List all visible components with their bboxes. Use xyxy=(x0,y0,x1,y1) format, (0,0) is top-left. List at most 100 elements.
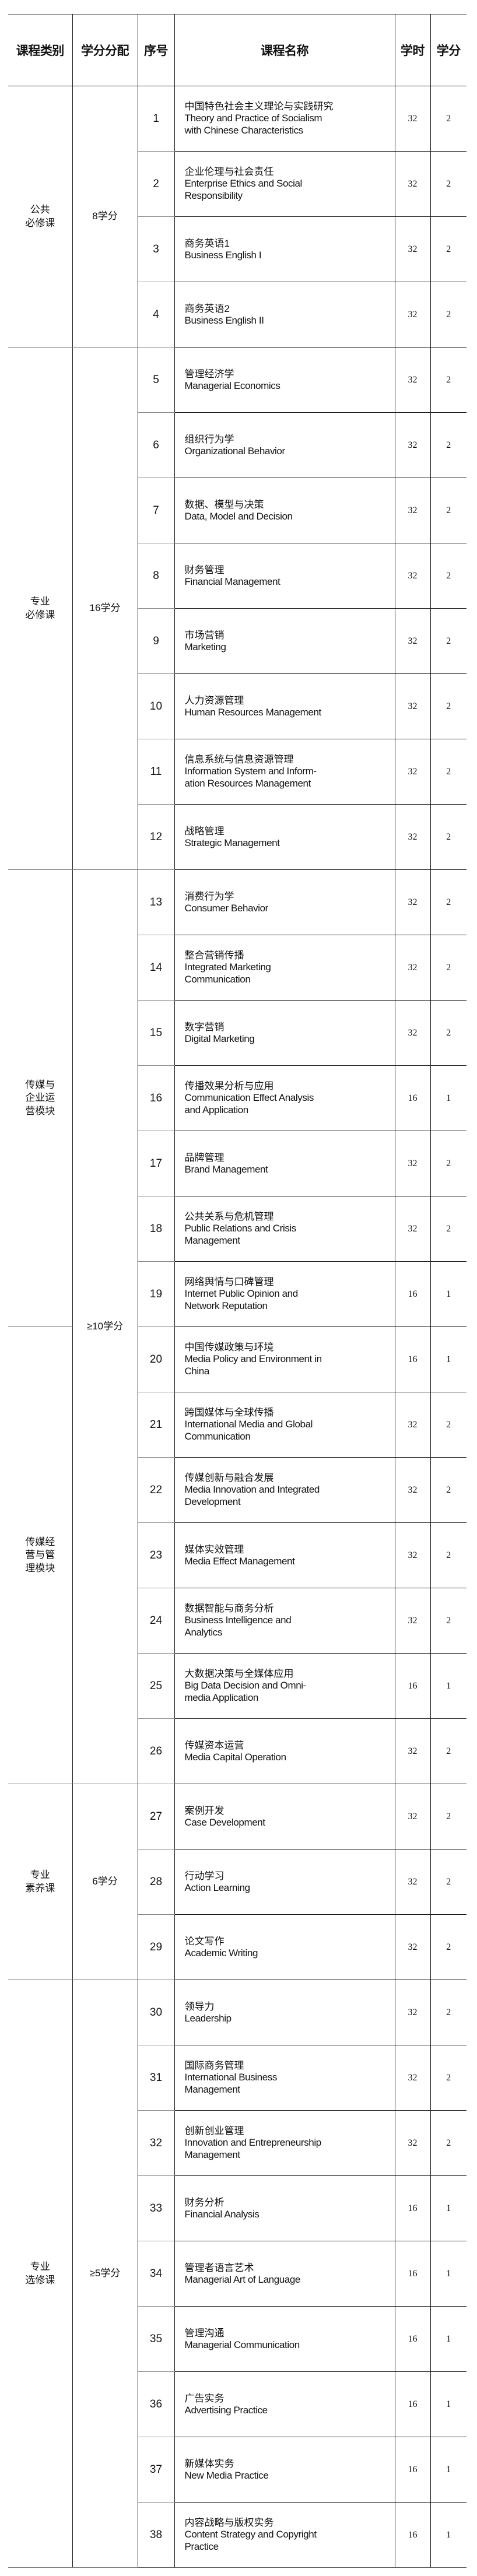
course-name: 数据、模型与决策 Data, Model and Decision xyxy=(174,478,395,543)
table-body: 公共 必修课 8学分 1 中国特色社会主义理论与实践研究 Theory and Prac… xyxy=(8,86,467,2568)
table-row: 38 内容战略与版权实务 Content Strategy and Copyrigh… xyxy=(8,2502,467,2568)
course-category: 专业 选修课 xyxy=(8,1980,73,2568)
course-name: 创新创业管理 Innovation and Entrepreneurship Ma… xyxy=(174,2110,395,2176)
table-row: 25 大数据决策与全媒体应用 Big Data Decision and Omni-… xyxy=(8,1653,467,1719)
course-name-zh: 管理经济学 xyxy=(184,368,234,380)
course-hours: 32 xyxy=(394,1980,431,2045)
table-row: 36 广告实务 Advertising Practice 16 1 xyxy=(8,2371,467,2437)
course-name-zh: 新媒体实务 xyxy=(184,2458,234,2469)
course-number: 11 xyxy=(137,739,175,805)
course-hours: 16 xyxy=(394,2437,431,2503)
course-name-zh: 组织行为学 xyxy=(184,433,234,445)
course-name-en: Financial Management xyxy=(184,575,280,587)
course-number: 26 xyxy=(137,1718,175,1784)
course-name-en: Public Relations and Crisis Management xyxy=(184,1223,297,1247)
course-credits: 1 xyxy=(430,1261,467,1327)
course-number: 21 xyxy=(137,1392,175,1458)
course-name-zh: 网络舆情与口碑管理 xyxy=(184,1276,274,1288)
course-credits: 2 xyxy=(430,1849,467,1915)
course-credits: 2 xyxy=(430,935,467,1001)
course-name: 战略管理 Strategic Management xyxy=(174,804,395,870)
course-name-zh: 整合营销传播 xyxy=(184,950,244,961)
course-name-zh: 财务分析 xyxy=(184,2196,225,2208)
table-row: 18 公共关系与危机管理 Public Relations and Crisis M… xyxy=(8,1196,467,1262)
course-name: 中国传媒政策与环境 Media Policy and Environment in… xyxy=(174,1326,395,1392)
course-name-en: Financial Analysis xyxy=(184,2208,259,2220)
course-name-zh: 商务英语1 xyxy=(184,237,230,249)
course-name-en: Enterprise Ethics and Social Responsibil… xyxy=(184,178,303,202)
course-name: 管理经济学 Managerial Economics xyxy=(174,347,395,413)
course-name-en: Communication Effect Analysis and Applic… xyxy=(184,1092,314,1116)
table-row: 28 行动学习 Action Learning 32 2 xyxy=(8,1849,467,1915)
table-row: 31 国际商务管理 International Business Managemen… xyxy=(8,2045,467,2111)
course-name: 公共关系与危机管理 Public Relations and Crisis Man… xyxy=(174,1196,395,1262)
course-name-zh: 创新创业管理 xyxy=(184,2125,244,2137)
course-name: 媒体实效管理 Media Effect Management xyxy=(174,1522,395,1588)
course-number: 9 xyxy=(137,608,175,674)
table-row: 3 商务英语1 Business English I 32 2 xyxy=(8,216,467,282)
course-name-en: Information System and Inform- ation Res… xyxy=(184,766,317,789)
course-number: 14 xyxy=(137,935,175,1001)
course-credits: 1 xyxy=(430,1326,467,1392)
course-hours: 32 xyxy=(394,1914,431,1980)
course-name-en: Advertising Practice xyxy=(184,2404,268,2416)
course-name-zh: 大数据决策与全媒体应用 xyxy=(184,1668,294,1680)
course-hours: 32 xyxy=(394,1718,431,1784)
course-name-en: International Media and Global Communica… xyxy=(184,1419,313,1443)
course-name-zh: 管理者语言艺术 xyxy=(184,2262,254,2273)
course-number: 6 xyxy=(137,412,175,478)
course-number: 33 xyxy=(137,2175,175,2241)
course-credits: 2 xyxy=(430,608,467,674)
course-credits: 2 xyxy=(430,2110,467,2176)
table-row: 17 品牌管理 Brand Management 32 2 xyxy=(8,1131,467,1196)
course-name-en: Theory and Practice of Socialism with Ch… xyxy=(184,113,322,136)
course-name: 市场营销 Marketing xyxy=(174,608,395,674)
table-row: 8 财务管理 Financial Management 32 2 xyxy=(8,543,467,609)
course-name: 新媒体实务 New Media Practice xyxy=(174,2437,395,2503)
course-credits: 1 xyxy=(430,2502,467,2568)
course-number: 36 xyxy=(137,2371,175,2437)
course-name-zh: 传媒创新与融合发展 xyxy=(184,1472,274,1484)
course-name: 信息系统与信息资源管理 Information System and Inform… xyxy=(174,739,395,805)
course-hours: 16 xyxy=(394,1065,431,1131)
course-hours: 32 xyxy=(394,1000,431,1066)
course-credits: 2 xyxy=(430,1131,467,1196)
course-credits: 2 xyxy=(430,1522,467,1588)
course-name-zh: 广告实务 xyxy=(184,2392,225,2404)
table-row: 9 市场营销 Marketing 32 2 xyxy=(8,608,467,674)
course-hours: 32 xyxy=(394,347,431,413)
header-credits: 学分 xyxy=(430,14,467,86)
course-hours: 16 xyxy=(394,1653,431,1719)
course-name-zh: 中国传媒政策与环境 xyxy=(184,1342,274,1353)
course-hours: 16 xyxy=(394,2306,431,2372)
course-name: 跨国媒体与全球传播 International Media and Global … xyxy=(174,1392,395,1458)
course-hours: 32 xyxy=(394,1522,431,1588)
course-number: 19 xyxy=(137,1261,175,1327)
course-name: 企业伦理与社会责任 Enterprise Ethics and Social Re… xyxy=(174,151,395,217)
course-number: 12 xyxy=(137,804,175,870)
course-number: 13 xyxy=(137,869,175,935)
course-name: 商务英语2 Business English II xyxy=(174,282,395,348)
course-name-en: Big Data Decision and Omni- media Applic… xyxy=(184,1680,307,1704)
course-number: 24 xyxy=(137,1588,175,1654)
course-category: 公共 必修课 xyxy=(8,86,73,348)
course-number: 37 xyxy=(137,2437,175,2503)
course-number: 3 xyxy=(137,216,175,282)
course-name-en: Leadership xyxy=(184,2012,232,2024)
course-credits: 2 xyxy=(430,1980,467,2045)
table-row: 29 论文写作 Academic Writing 32 2 xyxy=(8,1914,467,1980)
course-name: 传媒资本运营 Media Capital Operation xyxy=(174,1718,395,1784)
table-row: 7 数据、模型与决策 Data, Model and Decision 32 2 xyxy=(8,478,467,543)
curriculum-table: 课程类别 学分分配 序号 课程名称 学时 学分 公共 必修课 8学分 1 中国特色社会… xyxy=(8,14,467,2568)
credit-allocation: 6学分 xyxy=(72,1784,138,1980)
course-credits: 2 xyxy=(430,1392,467,1458)
course-hours: 32 xyxy=(394,1392,431,1458)
course-credits: 2 xyxy=(430,1784,467,1849)
course-name: 财务管理 Financial Management xyxy=(174,543,395,609)
course-category: 传媒经 营与管 理模块 xyxy=(8,1326,73,1784)
table-row: 23 媒体实效管理 Media Effect Management 32 2 xyxy=(8,1522,467,1588)
course-hours: 32 xyxy=(394,1849,431,1915)
course-credits: 2 xyxy=(430,1000,467,1066)
course-name: 行动学习 Action Learning xyxy=(174,1849,395,1915)
course-credits: 1 xyxy=(430,2175,467,2241)
